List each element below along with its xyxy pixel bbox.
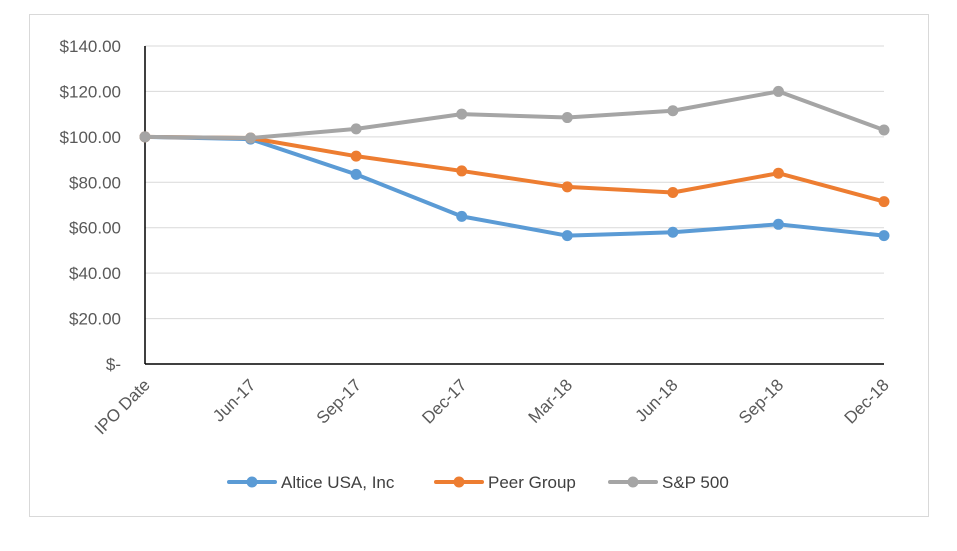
- axes: [144, 46, 884, 365]
- series-peer-group: [139, 131, 890, 208]
- gridlines: [145, 45, 884, 320]
- legend-item: Peer Group: [434, 473, 576, 492]
- x-tick-label: Dec-18: [841, 375, 893, 427]
- chart-frame: [29, 14, 929, 517]
- series: [139, 85, 890, 242]
- data-point: [350, 150, 362, 162]
- legend-marker: [246, 476, 258, 488]
- data-point: [772, 85, 784, 97]
- data-point: [561, 112, 573, 124]
- data-point: [772, 167, 784, 179]
- legend: Altice USA, Inc Peer Group S&P 500: [227, 473, 729, 492]
- x-axis-tick-labels: IPO Date Jun-17 Sep-17 Dec-17 Mar-18 Jun-18 Se…: [91, 375, 893, 438]
- y-tick-label: $40.00: [69, 264, 121, 283]
- data-point: [245, 132, 257, 144]
- legend-label: S&P 500: [662, 473, 729, 492]
- legend-marker: [453, 476, 465, 488]
- series-line: [143, 89, 886, 140]
- data-point: [667, 226, 679, 238]
- series-s-p-500: [139, 85, 890, 144]
- series-line: [143, 134, 886, 204]
- y-tick-label: $20.00: [69, 310, 121, 329]
- legend-item: Altice USA, Inc: [227, 473, 395, 492]
- data-point: [350, 123, 362, 135]
- y-tick-label: $80.00: [69, 173, 121, 192]
- legend-label: Altice USA, Inc: [281, 473, 395, 492]
- data-point: [878, 124, 890, 136]
- data-point: [772, 218, 784, 230]
- x-tick-label: Sep-17: [313, 375, 365, 427]
- legend-marker: [627, 476, 639, 488]
- y-axis-tick-labels: $- $20.00 $40.00 $60.00 $80.00 $100.00 $120.00…: [60, 37, 121, 374]
- y-tick-label: $60.00: [69, 219, 121, 238]
- series-line: [143, 134, 886, 238]
- y-tick-label: $120.00: [60, 82, 121, 101]
- x-tick-label: Mar-18: [525, 375, 577, 427]
- data-point: [350, 168, 362, 180]
- y-tick-label: $100.00: [60, 128, 121, 147]
- legend-item: S&P 500: [608, 473, 729, 492]
- x-tick-label: Jun-18: [631, 375, 681, 425]
- y-tick-label: $-: [106, 355, 121, 374]
- data-point: [456, 165, 468, 177]
- x-tick-label: Sep-18: [735, 375, 787, 427]
- data-point: [878, 196, 890, 208]
- data-point: [667, 187, 679, 199]
- data-point: [456, 210, 468, 222]
- data-point: [561, 230, 573, 242]
- data-point: [667, 105, 679, 117]
- legend-label: Peer Group: [488, 473, 576, 492]
- data-point: [878, 230, 890, 242]
- x-tick-label: Jun-17: [209, 375, 259, 425]
- data-point: [561, 181, 573, 193]
- x-tick-label: Dec-17: [418, 375, 470, 427]
- x-tick-label: IPO Date: [91, 375, 154, 438]
- data-point: [456, 108, 468, 120]
- data-point: [139, 131, 151, 143]
- y-tick-label: $140.00: [60, 37, 121, 56]
- series-altice-usa-inc: [139, 131, 890, 242]
